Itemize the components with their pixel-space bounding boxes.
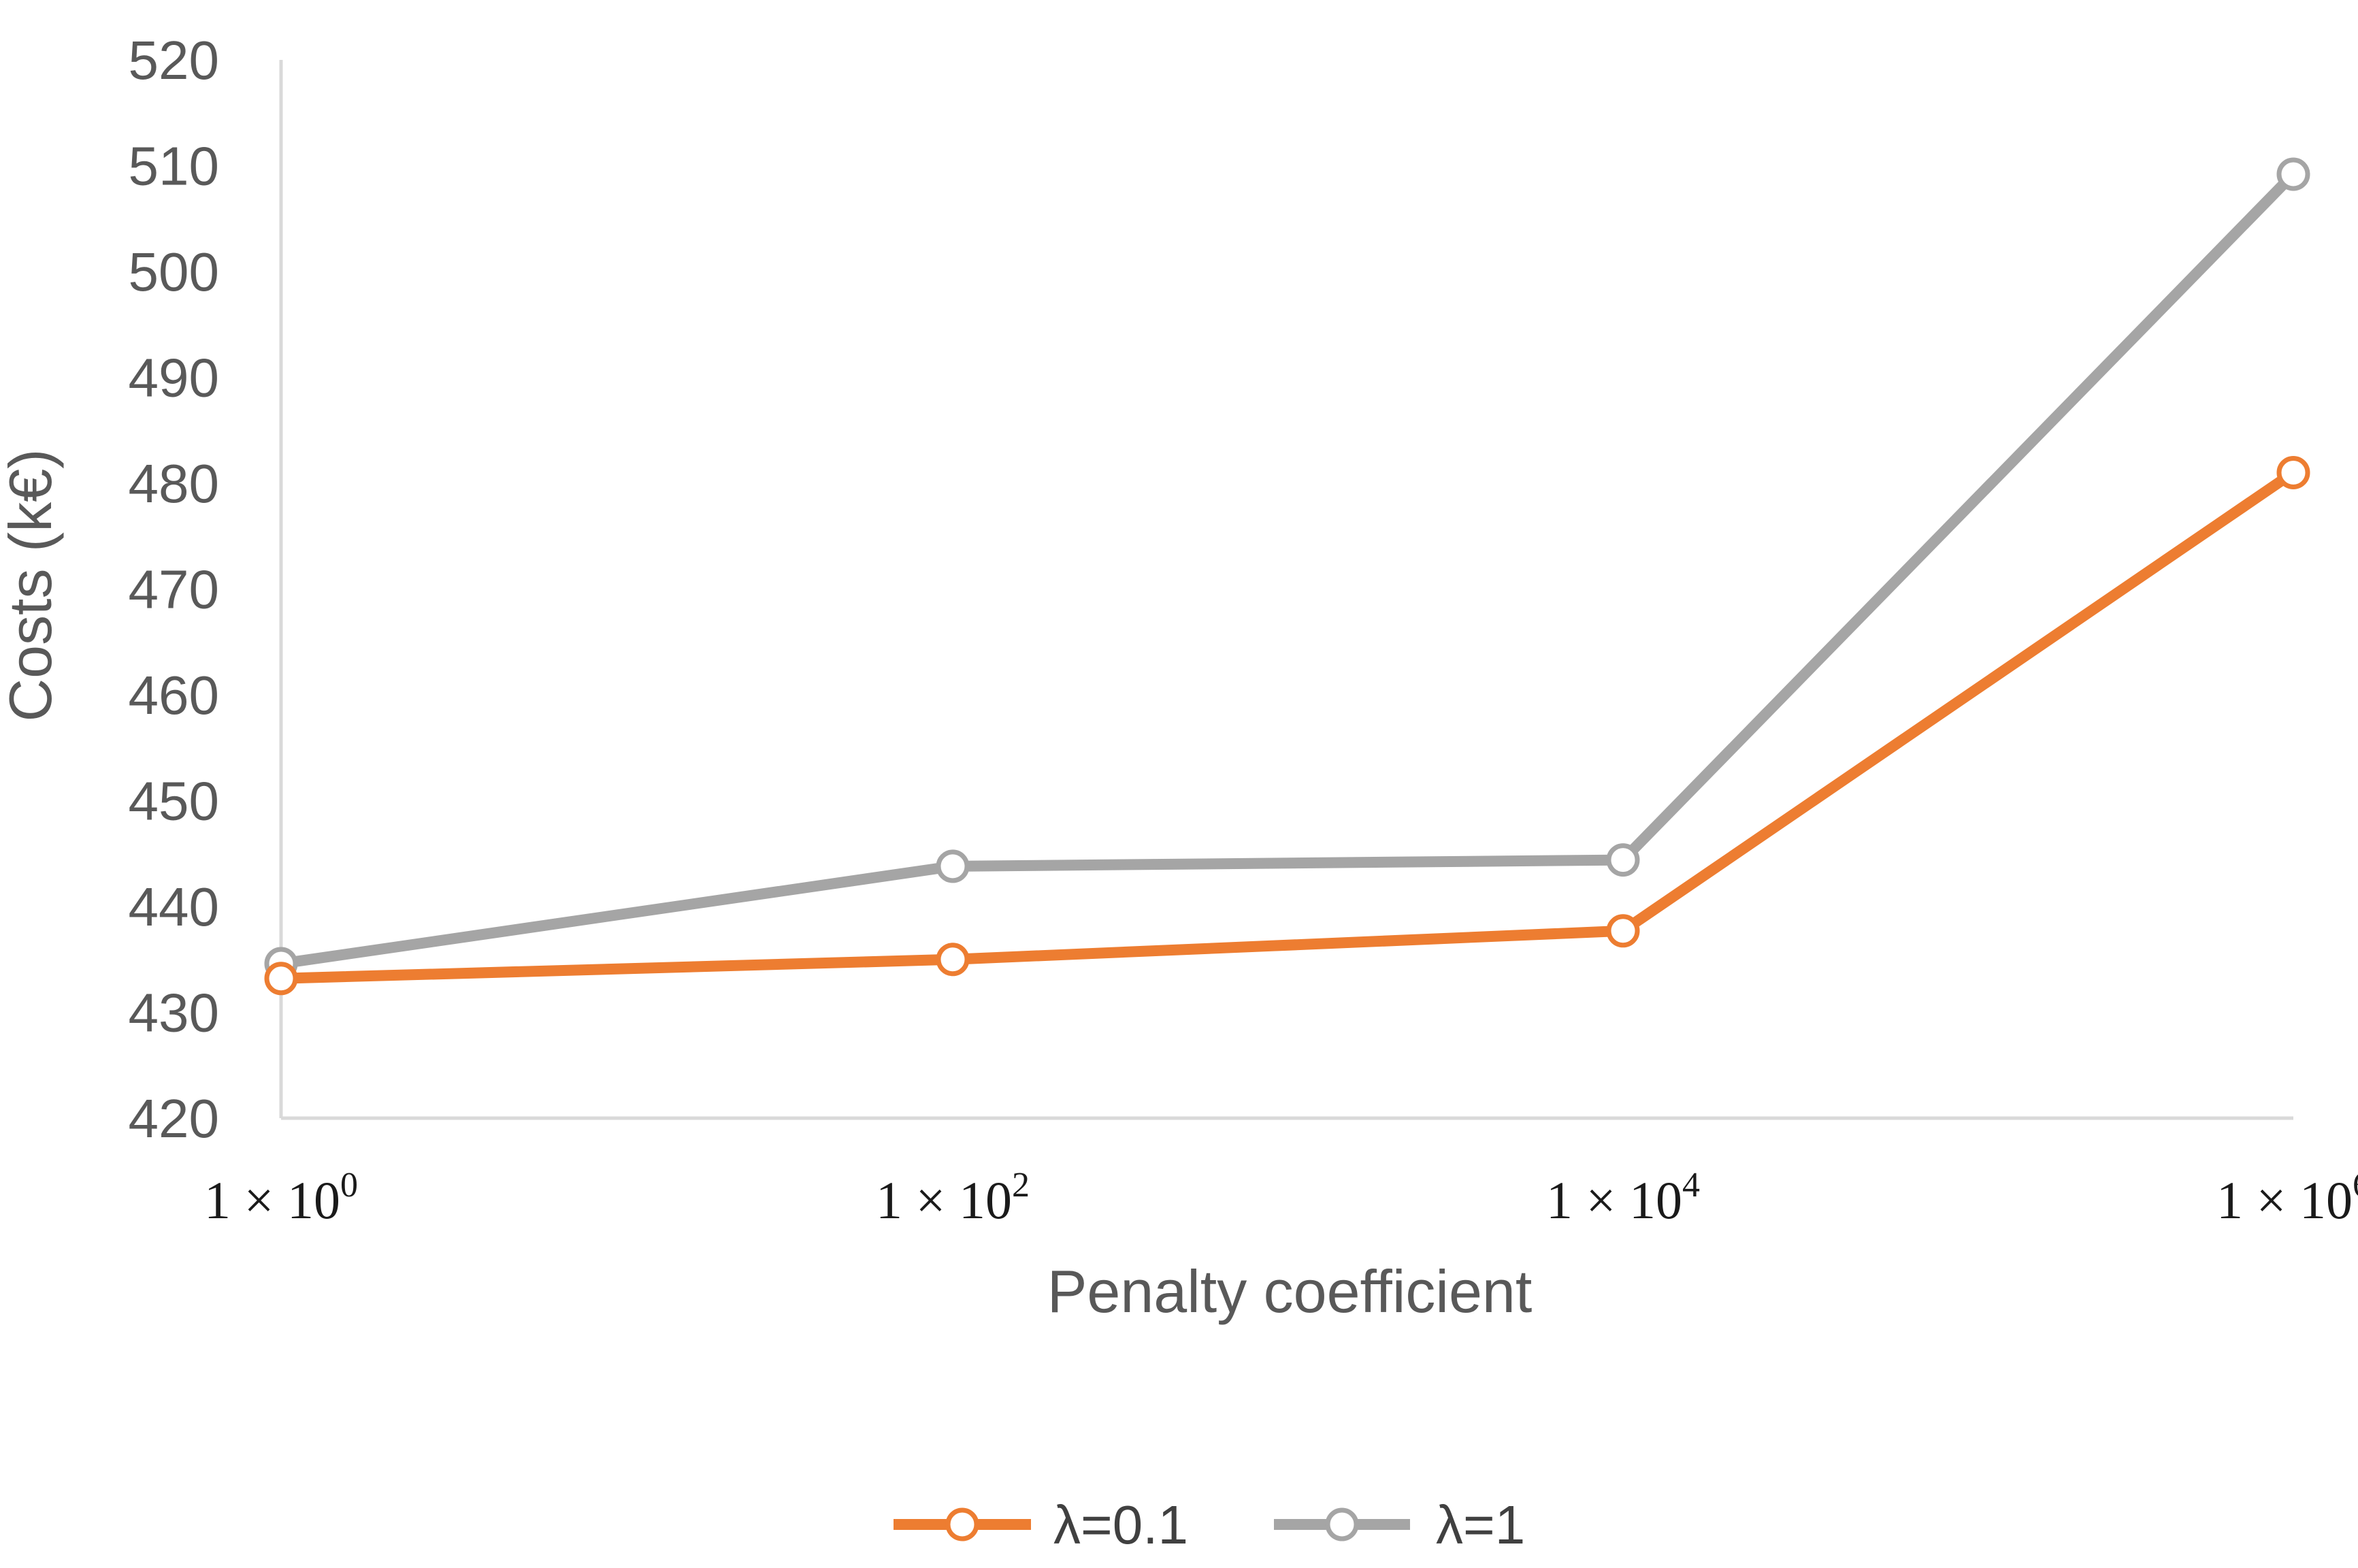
y-tick-label: 450 xyxy=(129,771,219,832)
x-axis-ticks: 1 × 100 1 × 102 1 × 104 1 × 106 xyxy=(204,1166,2358,1230)
series-line xyxy=(276,467,2299,984)
legend-label: λ=1 xyxy=(1436,1494,1525,1555)
x-axis-title: Penalty coefficient xyxy=(1047,1258,1533,1325)
x-tick-label: 1 × 100 xyxy=(204,1166,358,1230)
y-tick-label: 420 xyxy=(129,1088,219,1149)
series-2 xyxy=(264,157,2310,981)
x-tick-exponent: 0 xyxy=(340,1166,358,1205)
series-1 xyxy=(264,455,2310,996)
y-tick-label: 500 xyxy=(129,242,219,302)
legend-label: λ=0.1 xyxy=(1053,1494,1188,1555)
x-tick-label: 1 × 104 xyxy=(1546,1166,1700,1230)
legend-item-1: λ=0.1 xyxy=(894,1494,1188,1555)
y-axis-title: Costs (k€) xyxy=(0,449,64,722)
axes xyxy=(279,60,2293,1120)
y-tick-label: 440 xyxy=(129,877,219,937)
data-point xyxy=(1606,843,1640,877)
y-axis-ticks: 420 430 440 450 460 470 480 490 500 510 520 xyxy=(129,30,219,1149)
y-tick-label: 480 xyxy=(129,453,219,514)
series-line xyxy=(276,168,2299,969)
y-tick-label: 490 xyxy=(129,348,219,408)
x-tick-exponent: 2 xyxy=(1012,1166,1030,1205)
data-point xyxy=(2276,455,2310,489)
data-point xyxy=(264,962,298,996)
y-tick-label: 470 xyxy=(129,559,219,620)
x-tick-exponent: 6 xyxy=(2353,1166,2358,1205)
legend-marker xyxy=(1325,1507,1359,1541)
y-tick-label: 510 xyxy=(129,136,219,197)
x-tick-label: 1 × 102 xyxy=(876,1166,1030,1230)
data-point xyxy=(1606,914,1640,948)
legend-item-2: λ=1 xyxy=(1274,1494,1525,1555)
data-point xyxy=(936,849,970,883)
y-tick-label: 430 xyxy=(129,983,219,1043)
data-point xyxy=(2276,157,2310,191)
x-tick-exponent: 4 xyxy=(1682,1166,1700,1205)
y-tick-label: 460 xyxy=(129,665,219,725)
data-point xyxy=(936,943,970,977)
legend: λ=0.1 λ=1 xyxy=(894,1494,1525,1555)
y-tick-label: 520 xyxy=(129,30,219,91)
legend-marker xyxy=(945,1507,979,1541)
series-group xyxy=(264,157,2310,996)
x-tick-label: 1 × 106 xyxy=(2216,1166,2358,1230)
